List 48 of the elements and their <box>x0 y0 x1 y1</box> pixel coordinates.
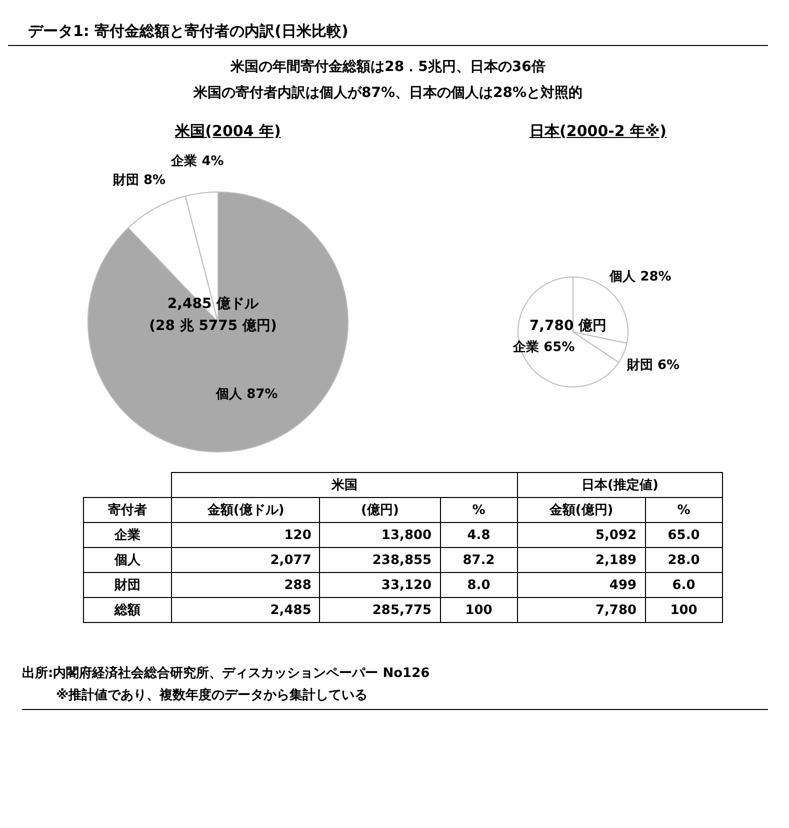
data-label: 13,800 <box>320 522 440 548</box>
text: % <box>440 498 518 522</box>
data-label: 8.0 <box>440 572 518 598</box>
data-label: 100 <box>440 598 518 622</box>
text: 米国の年間寄付金総額は28．5兆円、日本の36倍 <box>229 58 546 77</box>
text: 米国の寄付者内訳は個人が87%、日本の個人は28%と対照的 <box>192 84 584 103</box>
text: ※推計値であり、複数年度のデータから集計している <box>55 686 369 705</box>
text: 金額(億円) <box>517 498 646 522</box>
data-label: 120 <box>172 522 320 548</box>
data-label: 28.0 <box>645 548 722 572</box>
data-label: 499 <box>517 572 646 598</box>
text: 寄付者 <box>84 498 172 522</box>
data-label: 2,485 <box>172 598 320 622</box>
data-label: 2,189 <box>517 548 646 572</box>
data-label: 87.2 <box>440 548 518 572</box>
text: 出所:内閣府経済社会総合研究所、ディスカッションペーパー No126 <box>22 664 431 683</box>
text: 7,780 億円 <box>528 317 608 336</box>
slice-label: 企業 65% <box>512 340 575 356</box>
slice-label: 個人 28% <box>608 270 672 285</box>
text: 2,485 億ドル <box>166 295 260 314</box>
slice-label: 財団 6% <box>626 358 680 374</box>
category-label: 総額 <box>84 598 172 622</box>
data-label: 5,092 <box>517 522 646 548</box>
data-label: 288 <box>172 572 320 598</box>
data-label: 2,077 <box>172 548 320 572</box>
text: 日本(推定値) <box>517 472 722 498</box>
text: (28 兆 5775 億円) <box>148 317 278 336</box>
data-label: 285,775 <box>320 598 440 622</box>
chart-title: 米国(2004 年) <box>174 122 282 141</box>
data-label: 6.0 <box>645 572 722 598</box>
slice-label: 企業 4% <box>170 154 224 169</box>
category-label: 企業 <box>84 522 172 548</box>
chart-title: 日本(2000-2 年※) <box>528 122 668 141</box>
text: % <box>645 498 722 522</box>
data-label: 238,855 <box>320 548 440 572</box>
text: 米国 <box>172 472 518 498</box>
category-label: 個人 <box>84 548 172 572</box>
data-label: 100 <box>645 598 722 622</box>
data-label: 65.0 <box>645 522 722 548</box>
data-label: 33,120 <box>320 572 440 598</box>
slice-label: 財団 8% <box>112 172 166 188</box>
data-label: 7,780 <box>517 598 646 622</box>
text: 金額(億ドル) <box>172 498 320 522</box>
text: (億円) <box>320 498 440 522</box>
category-label: 財団 <box>84 572 172 598</box>
text: データ1: 寄付金総額と寄付者の内訳(日米比較) <box>8 8 768 46</box>
slice-label: 個人 87% <box>215 386 278 402</box>
data-label: 4.8 <box>440 522 518 548</box>
